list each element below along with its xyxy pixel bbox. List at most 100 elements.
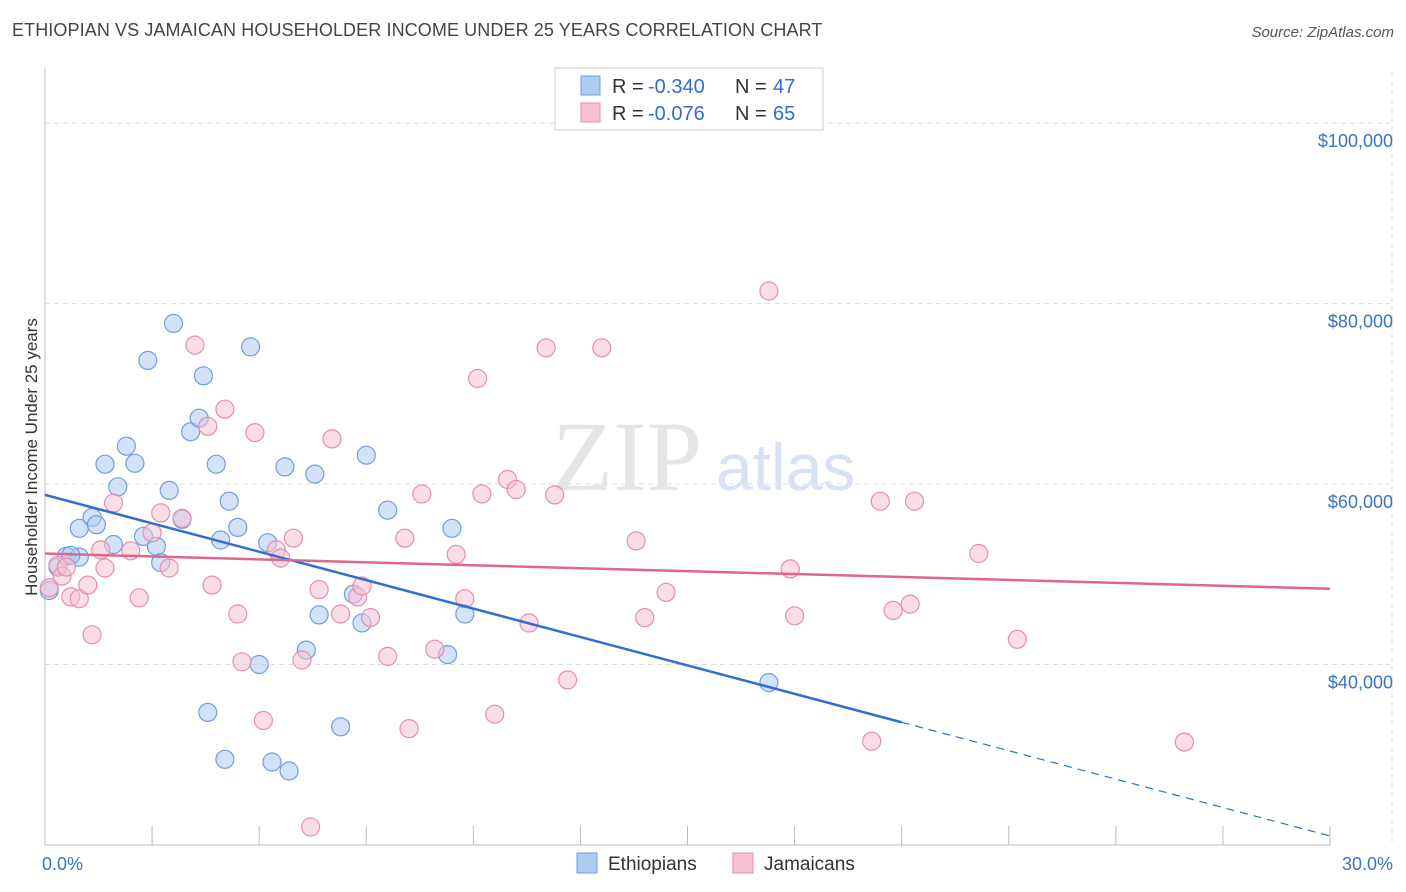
jamaicans-point-5 bbox=[69, 589, 89, 609]
y-tick-label-3: $100,000 bbox=[1318, 131, 1393, 151]
jamaicans-point-0 bbox=[39, 578, 59, 598]
x-tick-label-0: 0.0% bbox=[42, 854, 83, 874]
data-points bbox=[39, 281, 1195, 837]
jamaicans-point-63 bbox=[904, 491, 925, 511]
ethiopians-point-16 bbox=[159, 480, 179, 500]
y-tick-label-1: $60,000 bbox=[1328, 492, 1393, 512]
ethiopians-point-25 bbox=[215, 749, 235, 769]
ethiopians-point-36 bbox=[309, 605, 329, 625]
jamaicans-point-43 bbox=[468, 368, 488, 389]
jamaicans-point-60 bbox=[870, 491, 890, 511]
ethiopians-trend-extension bbox=[901, 721, 1331, 837]
y-axis-title: Householder Income Under 25 years bbox=[22, 318, 41, 596]
jamaicans-point-42 bbox=[455, 589, 475, 609]
axes bbox=[44, 68, 1331, 846]
jamaicans-trend-line bbox=[44, 552, 1331, 590]
jamaicans-point-7 bbox=[82, 625, 102, 645]
jamaicans-point-16 bbox=[172, 508, 192, 528]
jamaicans-point-47 bbox=[506, 479, 526, 500]
chart-title: ETHIOPIAN VS JAMAICAN HOUSEHOLDER INCOME… bbox=[12, 20, 823, 40]
jamaicans-point-52 bbox=[592, 338, 612, 358]
watermark-zip: ZIP bbox=[552, 401, 702, 512]
jamaicans-point-37 bbox=[395, 528, 415, 548]
legend-r-value-1: -0.340 bbox=[648, 76, 705, 98]
ethiopians-point-27 bbox=[228, 517, 248, 538]
ethiopians-point-19 bbox=[181, 422, 201, 442]
ethiopians-point-40 bbox=[356, 445, 376, 465]
bottom-legend-ethiopians: Ethiopians bbox=[608, 854, 697, 875]
bottom-legend: Ethiopians Jamaicans bbox=[576, 852, 855, 875]
jamaicans-point-15 bbox=[159, 558, 179, 578]
jamaicans-point-9 bbox=[95, 558, 115, 578]
ethiopians-point-23 bbox=[206, 454, 226, 474]
grid bbox=[45, 72, 1393, 845]
legend-box: R = -0.340 N = 47 R = -0.076 N = 65 bbox=[554, 67, 824, 131]
jamaicans-point-50 bbox=[545, 485, 565, 505]
jamaicans-point-58 bbox=[784, 606, 805, 626]
legend-r-label-1: R = bbox=[612, 76, 644, 98]
ethiopians-point-9 bbox=[108, 477, 128, 497]
ethiopians-point-22 bbox=[198, 702, 218, 723]
jamaicans-point-27 bbox=[283, 528, 303, 548]
jamaicans-point-6 bbox=[78, 575, 98, 595]
jamaicans-point-18 bbox=[198, 416, 218, 436]
source-label: Source: ZipAtlas.com bbox=[1251, 24, 1394, 41]
y-tick-label-2: $80,000 bbox=[1328, 312, 1393, 332]
y-tick-labels: $40,000 $60,000 $80,000 $100,000 bbox=[1318, 131, 1393, 692]
watermark-atlas: atlas bbox=[716, 430, 855, 504]
ethiopians-point-35 bbox=[305, 464, 325, 484]
jamaicans-point-20 bbox=[215, 399, 235, 419]
jamaicans-point-28 bbox=[292, 650, 312, 670]
legend-r-label-2: R = bbox=[612, 103, 644, 125]
legend-n-value-1: 47 bbox=[773, 76, 795, 98]
jamaicans-point-49 bbox=[536, 338, 556, 358]
trend-lines bbox=[44, 493, 1331, 837]
ethiopians-point-41 bbox=[378, 500, 398, 520]
jamaicans-point-65 bbox=[1007, 629, 1027, 649]
jamaicans-point-31 bbox=[322, 429, 342, 449]
ethiopians-point-32 bbox=[275, 457, 295, 477]
jamaicans-point-19 bbox=[202, 575, 222, 595]
jamaicans-point-21 bbox=[228, 604, 248, 624]
jamaicans-point-66 bbox=[1174, 732, 1195, 752]
jamaicans-point-23 bbox=[245, 423, 265, 443]
jamaicans-point-59 bbox=[862, 731, 882, 751]
ethiopians-trend-line bbox=[44, 493, 902, 724]
ethiopians-point-17 bbox=[163, 313, 184, 333]
legend-r-value-2: -0.076 bbox=[648, 103, 705, 125]
legend-n-label-1: N = bbox=[735, 76, 767, 98]
ethiopians-point-28 bbox=[241, 337, 261, 357]
ethiopians-point-11 bbox=[125, 453, 145, 473]
jamaicans-point-13 bbox=[142, 523, 162, 543]
ethiopians-point-13 bbox=[138, 350, 158, 370]
ethiopians-point-31 bbox=[262, 752, 282, 772]
ethiopians-point-43 bbox=[442, 518, 462, 538]
jamaicans-point-61 bbox=[883, 600, 903, 621]
jamaicans-point-64 bbox=[969, 543, 989, 564]
jamaicans-point-56 bbox=[759, 281, 779, 301]
bottom-legend-swatch-jamaicans bbox=[732, 852, 754, 874]
jamaicans-point-62 bbox=[900, 594, 920, 614]
jamaicans-point-24 bbox=[253, 710, 273, 731]
jamaicans-point-51 bbox=[557, 670, 578, 690]
jamaicans-point-10 bbox=[103, 493, 124, 513]
jamaicans-point-32 bbox=[331, 604, 351, 624]
ethiopians-point-26 bbox=[219, 491, 239, 511]
ethiopians-point-21 bbox=[193, 366, 214, 386]
jamaicans-point-35 bbox=[360, 607, 381, 628]
legend-n-value-2: 65 bbox=[773, 103, 795, 125]
jamaicans-point-55 bbox=[656, 582, 676, 602]
bottom-legend-swatch-ethiopians bbox=[576, 852, 598, 874]
legend-swatch-ethiopians bbox=[580, 75, 601, 96]
jamaicans-point-39 bbox=[412, 484, 432, 504]
ethiopians-point-33 bbox=[279, 761, 299, 781]
jamaicans-point-30 bbox=[309, 579, 329, 600]
jamaicans-point-29 bbox=[301, 817, 321, 837]
jamaicans-point-40 bbox=[425, 639, 445, 659]
jamaicans-point-45 bbox=[485, 704, 505, 724]
jamaicans-point-53 bbox=[626, 531, 646, 551]
y-tick-label-0: $40,000 bbox=[1328, 673, 1393, 693]
ethiopians-point-10 bbox=[116, 436, 137, 456]
jamaicans-point-44 bbox=[472, 484, 492, 504]
